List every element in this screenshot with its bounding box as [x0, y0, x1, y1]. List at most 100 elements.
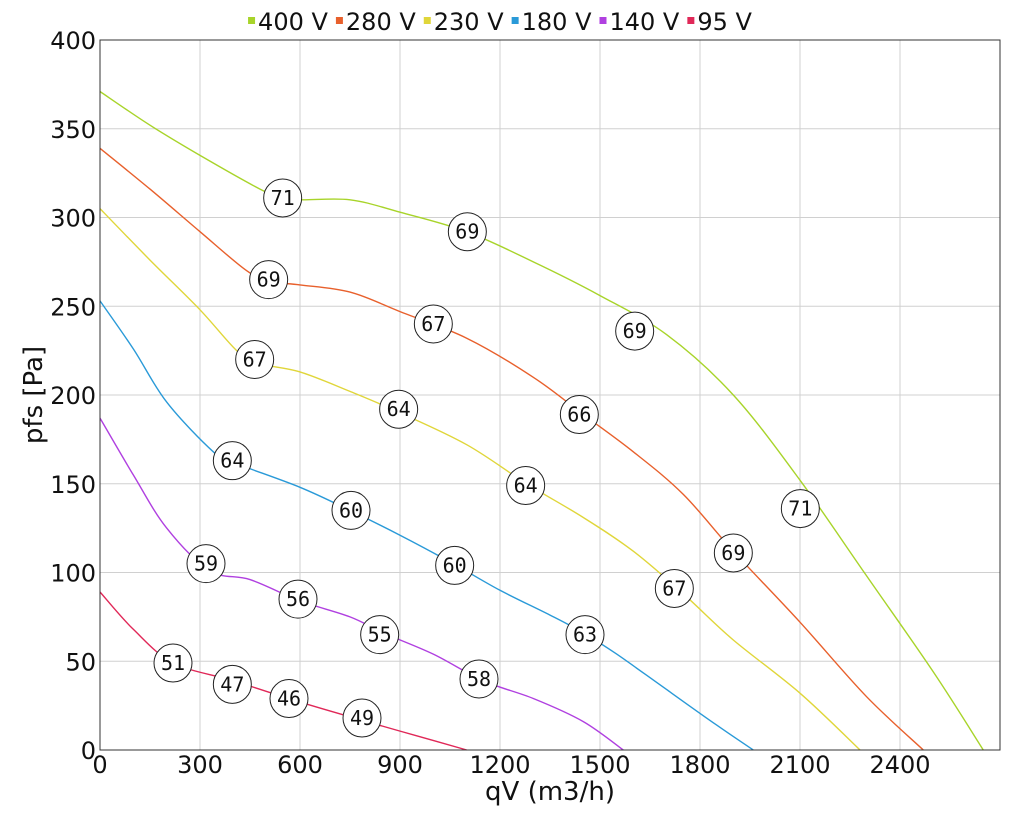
- bubble-circle: [278, 579, 318, 619]
- bubble-value: 56: [286, 587, 310, 611]
- curve-label-bubble: 58: [459, 659, 499, 699]
- x-tick-label: 900: [377, 751, 423, 779]
- bubble-circle: [506, 466, 546, 506]
- x-tick-label: 0: [92, 751, 107, 779]
- bubble-value: 63: [573, 623, 597, 647]
- bubble-circle: [331, 490, 371, 530]
- bubble-circle: [186, 544, 226, 584]
- x-tick-label: 1200: [469, 751, 530, 779]
- bubble-value: 69: [257, 268, 281, 292]
- curve-label-bubble: 64: [212, 441, 252, 481]
- bubble-circle: [435, 545, 475, 585]
- x-axis-ticks: 0 300 600 900 1200 1500 1800 2100 2400: [92, 751, 930, 779]
- x-tick-label: 1500: [569, 751, 630, 779]
- curve-label-bubble: 47: [212, 664, 252, 704]
- curve-label-bubble: 69: [615, 311, 655, 351]
- bubble-value: 55: [368, 623, 392, 647]
- bubble-circle: [654, 568, 694, 608]
- plot-frame: [99, 39, 1001, 751]
- y-tick-label: 300: [50, 205, 96, 233]
- legend: 400 V 280 V 230 V 180 V 140 V 95 V: [248, 8, 753, 36]
- curve-label-bubble: 51: [153, 643, 193, 683]
- curve-labels: 71 69 69 71 69 67 66 69 67 64 64 67 64 60 60 63 59 56 55 58…: [153, 178, 820, 738]
- y-tick-label: 350: [50, 116, 96, 144]
- series-line-230v: [99, 208, 861, 751]
- bubble-circle: [713, 533, 753, 573]
- bubble-value: 67: [421, 312, 445, 336]
- bubble-circle: [565, 615, 605, 655]
- bubble-value: 69: [455, 220, 479, 244]
- bubble-circle: [212, 664, 252, 704]
- y-tick-label: 100: [50, 560, 96, 588]
- y-axis-title: pfs [Pa]: [19, 346, 49, 444]
- bubble-value: 71: [788, 497, 812, 521]
- bubble-circle: [342, 698, 382, 738]
- bubble-circle: [269, 679, 309, 719]
- series-line-180v: [99, 300, 754, 751]
- curve-label-bubble: 49: [342, 698, 382, 738]
- y-tick-label: 0: [81, 737, 96, 765]
- y-tick-label: 50: [65, 648, 96, 676]
- bubble-circle: [615, 311, 655, 351]
- legend-label-140v: 140 V: [609, 8, 679, 36]
- series-line-140v: [99, 417, 624, 751]
- legend-label-280v: 280 V: [346, 8, 416, 36]
- bubble-circle: [249, 260, 289, 300]
- bubble-value: 66: [567, 403, 591, 427]
- x-axis-title: qV (m3/h): [485, 777, 615, 807]
- x-tick-label: 2400: [869, 751, 930, 779]
- x-tick-label: 600: [277, 751, 323, 779]
- bubble-circle: [212, 441, 252, 481]
- curve-label-bubble: 69: [249, 260, 289, 300]
- legend-label-180v: 180 V: [522, 8, 592, 36]
- bubble-circle: [447, 212, 487, 252]
- bubble-circle: [263, 178, 303, 218]
- series-line-95v: [99, 591, 467, 751]
- curve-label-bubble: 59: [186, 544, 226, 584]
- curve-label-bubble: 46: [269, 679, 309, 719]
- curve-label-bubble: 67: [654, 568, 694, 608]
- y-tick-label: 400: [50, 27, 96, 55]
- series-line-400v: [99, 90, 984, 751]
- bubble-value: 64: [514, 474, 538, 498]
- curve-label-bubble: 60: [435, 545, 475, 585]
- bubble-circle: [235, 340, 275, 379]
- y-tick-label: 250: [50, 293, 96, 321]
- bubble-value: 60: [339, 498, 363, 522]
- bubble-circle: [413, 304, 453, 344]
- curve-label-bubble: 67: [235, 340, 275, 379]
- bubble-value: 69: [623, 319, 647, 343]
- bubble-value: 47: [220, 672, 244, 696]
- curve-label-bubble: 67: [413, 304, 453, 344]
- bubble-value: 64: [220, 449, 244, 473]
- curve-label-bubble: 66: [559, 395, 599, 435]
- legend-marker-140v: [599, 17, 607, 24]
- curve-label-bubble: 60: [331, 490, 371, 530]
- bubble-value: 71: [271, 186, 295, 210]
- curves: [99, 90, 984, 751]
- curve-label-bubble: 55: [360, 615, 400, 655]
- legend-label-230v: 230 V: [434, 8, 504, 36]
- curve-label-bubble: 64: [506, 466, 546, 506]
- bubble-circle: [360, 615, 400, 655]
- curve-label-bubble: 71: [780, 489, 820, 529]
- bubble-value: 58: [467, 667, 491, 691]
- bubble-value: 67: [243, 348, 267, 372]
- bubble-value: 51: [161, 651, 185, 675]
- curve-label-bubble: 64: [379, 389, 419, 429]
- bubble-value: 69: [721, 541, 745, 565]
- bubble-value: 59: [194, 552, 218, 576]
- legend-marker-230v: [423, 17, 431, 24]
- bubble-circle: [559, 395, 599, 435]
- bubble-value: 67: [662, 576, 686, 600]
- legend-marker-280v: [335, 17, 343, 24]
- series-line-280v: [99, 147, 924, 751]
- y-tick-label: 150: [50, 471, 96, 499]
- bubble-value: 49: [350, 706, 374, 730]
- bubble-circle: [780, 489, 820, 529]
- bubble-circle: [459, 659, 499, 699]
- curve-label-bubble: 71: [263, 178, 303, 218]
- bubble-value: 60: [443, 553, 467, 577]
- legend-marker-180v: [511, 17, 519, 24]
